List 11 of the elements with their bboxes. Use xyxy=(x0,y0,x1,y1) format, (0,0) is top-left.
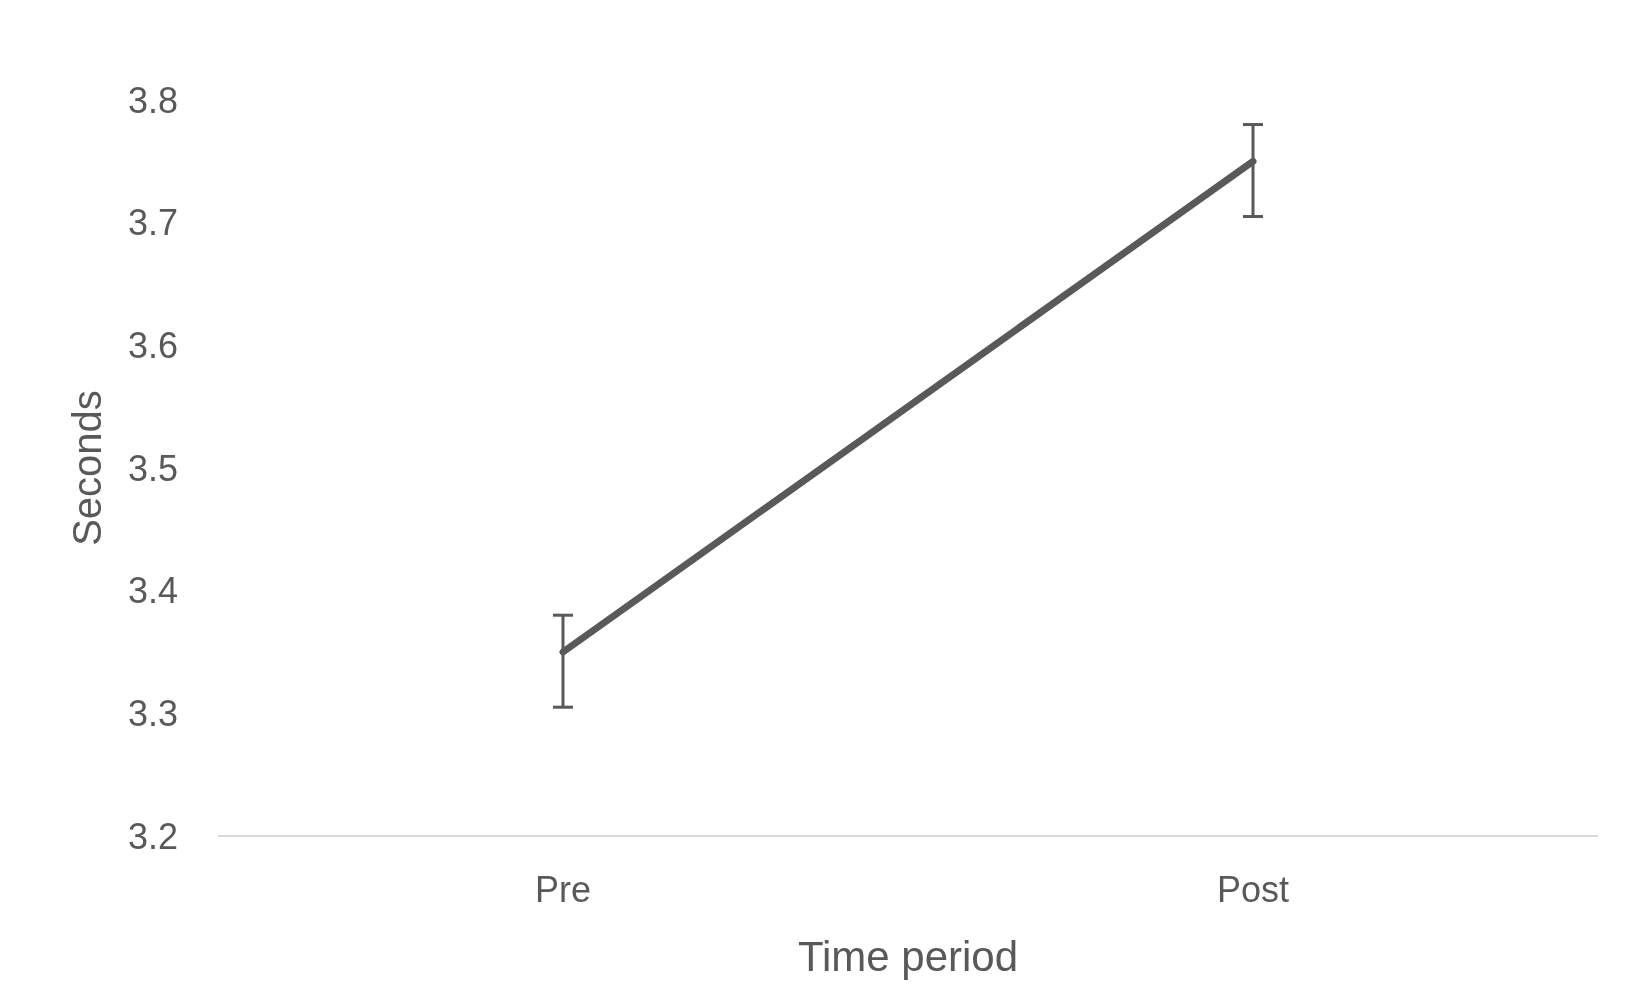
y-tick-label: 3.2 xyxy=(127,815,178,857)
y-tick-label: 3.8 xyxy=(127,79,178,121)
y-tick-label: 3.7 xyxy=(127,202,178,244)
y-tick-label: 3.3 xyxy=(127,693,178,735)
x-axis-title: Time period xyxy=(797,933,1019,980)
y-tick-label: 3.6 xyxy=(127,325,178,367)
y-tick-label: 3.4 xyxy=(127,570,178,612)
x-tick-label: Pre xyxy=(534,868,592,910)
x-tick-label: Post xyxy=(1216,868,1290,910)
y-tick-label: 3.5 xyxy=(127,447,178,489)
y-axis-title: Seconds xyxy=(65,390,109,546)
